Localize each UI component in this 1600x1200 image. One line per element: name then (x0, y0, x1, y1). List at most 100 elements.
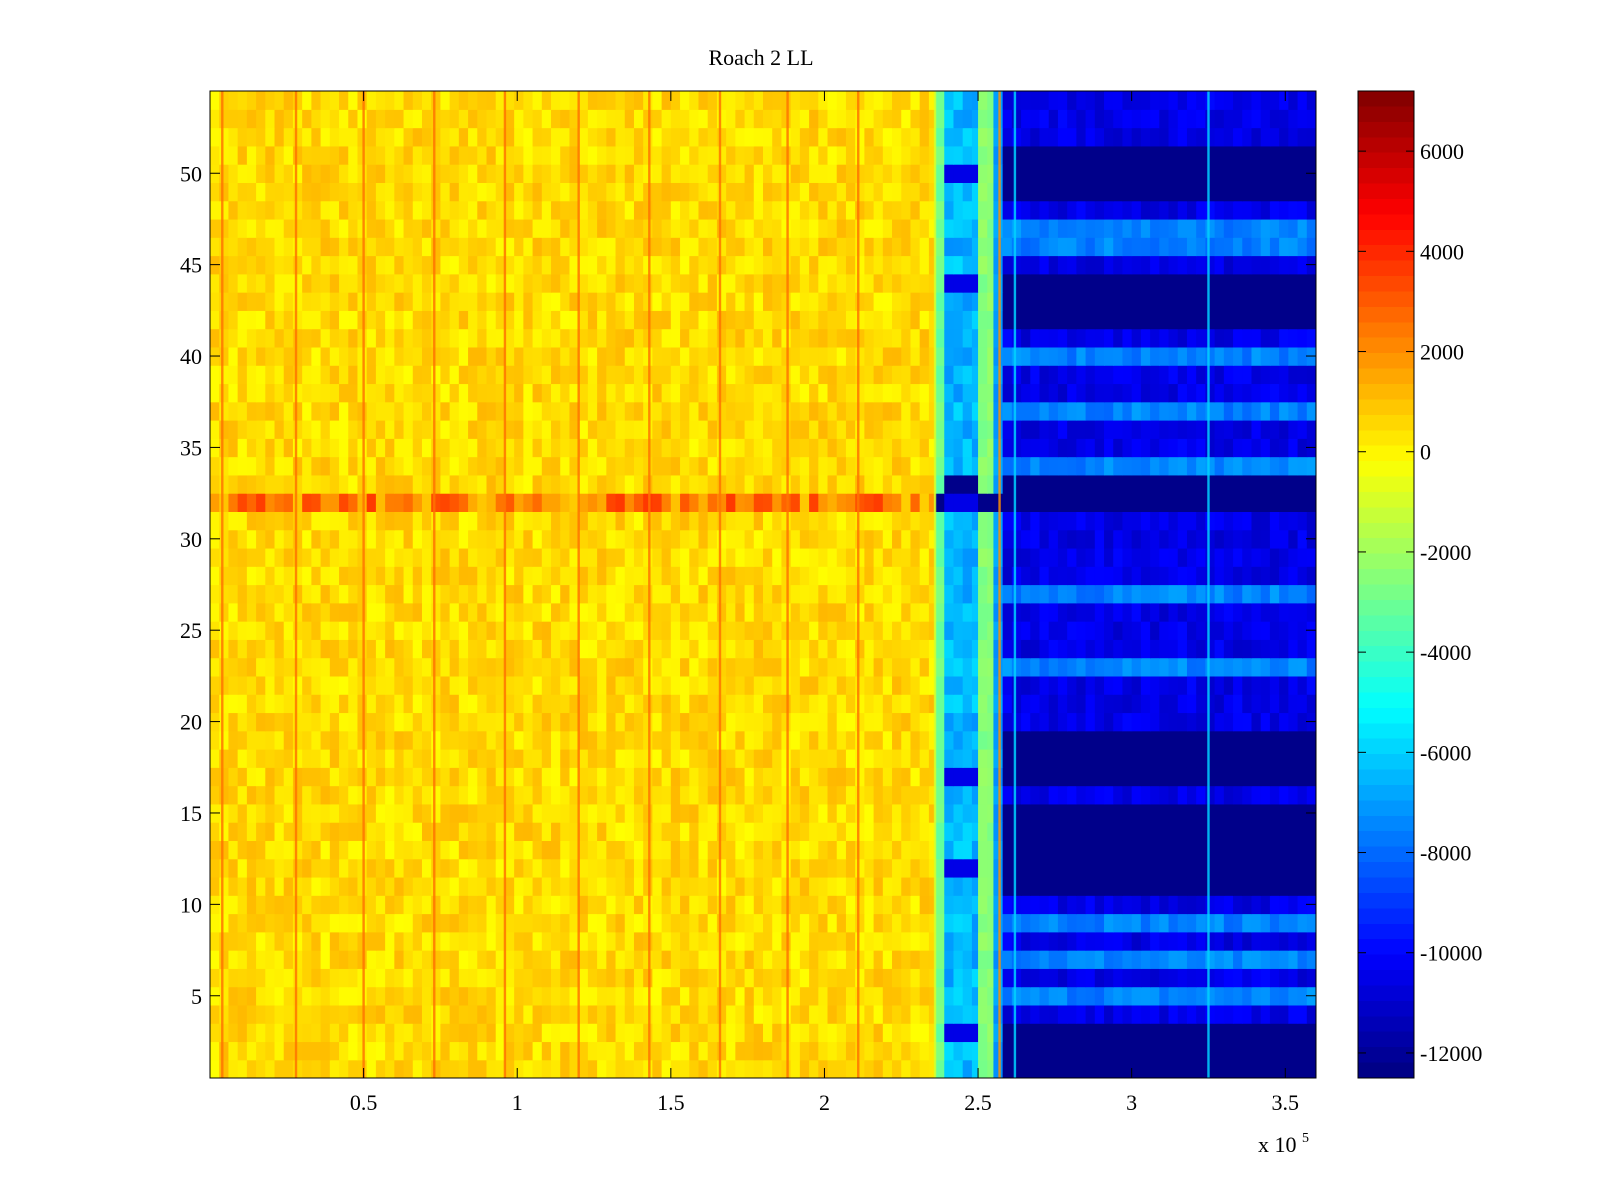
heatmap-cell (855, 931, 865, 951)
heatmap-cell (587, 803, 598, 823)
heatmap-cell (1030, 566, 1041, 586)
heatmap-cell (680, 566, 690, 586)
heatmap-cell (394, 566, 405, 586)
heatmap-cell (910, 785, 921, 805)
heatmap-cell (237, 401, 248, 421)
heatmap-cell (1030, 657, 1041, 677)
heatmap-cell (661, 657, 672, 677)
heatmap-cell (962, 749, 973, 768)
heatmap-cell (818, 730, 829, 750)
heatmap-cell (953, 383, 964, 403)
heatmap-cell (1011, 584, 1022, 604)
heatmap-cell (799, 931, 810, 951)
heatmap-cell (228, 803, 239, 823)
heatmap-cell (541, 1041, 552, 1061)
heatmap-cell (486, 931, 497, 951)
heatmap-cell (578, 639, 589, 659)
heatmap-cell (431, 639, 442, 659)
heatmap-cell (753, 822, 764, 841)
heatmap-cell (320, 950, 331, 969)
heatmap-cell (486, 730, 497, 750)
heatmap-cell (1159, 657, 1170, 677)
heatmap-cell (403, 584, 414, 604)
heatmap-cell (855, 1023, 865, 1043)
heatmap-cell (458, 895, 469, 915)
heatmap-cell (1039, 529, 1050, 549)
heatmap-cell (348, 547, 359, 567)
heatmap-cell (836, 657, 847, 677)
heatmap-cell (1122, 968, 1133, 988)
heatmap-cell (283, 474, 294, 494)
heatmap-cell (1214, 968, 1225, 988)
heatmap-cell (292, 493, 303, 512)
heatmap-cell (633, 913, 644, 933)
heatmap-cell (1021, 895, 1031, 915)
heatmap-cell (1233, 730, 1243, 750)
heatmap-cell (753, 401, 764, 421)
heatmap-cell (935, 749, 945, 768)
heatmap-cell (993, 895, 1004, 915)
heatmap-cell (495, 365, 506, 385)
heatmap-cell (329, 420, 340, 439)
heatmap-cell (587, 493, 598, 512)
heatmap-cell (953, 529, 964, 549)
heatmap-cell (219, 950, 230, 969)
heatmap-cell (1306, 365, 1316, 385)
heatmap-cell (818, 621, 829, 640)
heatmap-cell (836, 420, 847, 439)
heatmap-cell (1122, 438, 1133, 458)
heatmap-cell (1076, 1023, 1087, 1043)
heatmap-cell (1269, 1041, 1280, 1061)
heatmap-cell (1297, 1004, 1308, 1024)
heatmap-cell (1159, 822, 1170, 841)
heatmap-cell (228, 785, 239, 805)
heatmap-cell (753, 730, 764, 750)
heatmap-cell (873, 346, 884, 366)
heatmap-cell (763, 968, 773, 988)
heatmap-cell (237, 931, 248, 951)
heatmap-cell (809, 456, 819, 476)
heatmap-cell (1094, 785, 1105, 805)
heatmap-cell (587, 401, 598, 421)
heatmap-cell (468, 785, 478, 805)
heatmap-cell (1233, 712, 1243, 732)
heatmap-cell (1067, 511, 1077, 531)
heatmap-cell (818, 1004, 829, 1024)
heatmap-cell (597, 986, 607, 1006)
heatmap-cell (348, 858, 359, 878)
heatmap-cell (421, 621, 432, 640)
heatmap-cell (1076, 1004, 1087, 1024)
heatmap-cell (514, 950, 524, 969)
heatmap-cell (532, 986, 543, 1006)
heatmap-cell (1150, 529, 1160, 549)
heatmap-cell (1039, 931, 1050, 951)
heatmap-cell (357, 456, 368, 476)
heatmap-cell (292, 602, 303, 622)
heatmap-cell (1214, 986, 1225, 1006)
heatmap-cell (1159, 1023, 1170, 1043)
heatmap-cell (1242, 913, 1253, 933)
heatmap-cell (928, 767, 936, 787)
heatmap-cell (486, 547, 497, 567)
heatmap-cell (716, 657, 727, 677)
heatmap-cell (1242, 730, 1253, 750)
heatmap-cell (210, 913, 220, 933)
heatmap-cell (1030, 840, 1041, 860)
heatmap-cell (1251, 1059, 1262, 1078)
heatmap-cell (1297, 566, 1308, 586)
heatmap-cell (283, 858, 294, 878)
heatmap-cell (1039, 493, 1050, 512)
heatmap-cell (799, 621, 810, 640)
heatmap-cell (624, 675, 635, 695)
heatmap-cell (329, 840, 340, 860)
heatmap-cell (385, 895, 395, 915)
heatmap-cell (753, 1059, 764, 1078)
heatmap-cell (987, 712, 995, 732)
heatmap-cell (292, 584, 303, 604)
heatmap-cell (772, 730, 783, 750)
heatmap-cell (772, 822, 783, 841)
heatmap-cell (799, 602, 810, 622)
heatmap-cell (1205, 1041, 1216, 1061)
heatmap-cell (468, 346, 478, 366)
heatmap-cell (1242, 365, 1253, 385)
